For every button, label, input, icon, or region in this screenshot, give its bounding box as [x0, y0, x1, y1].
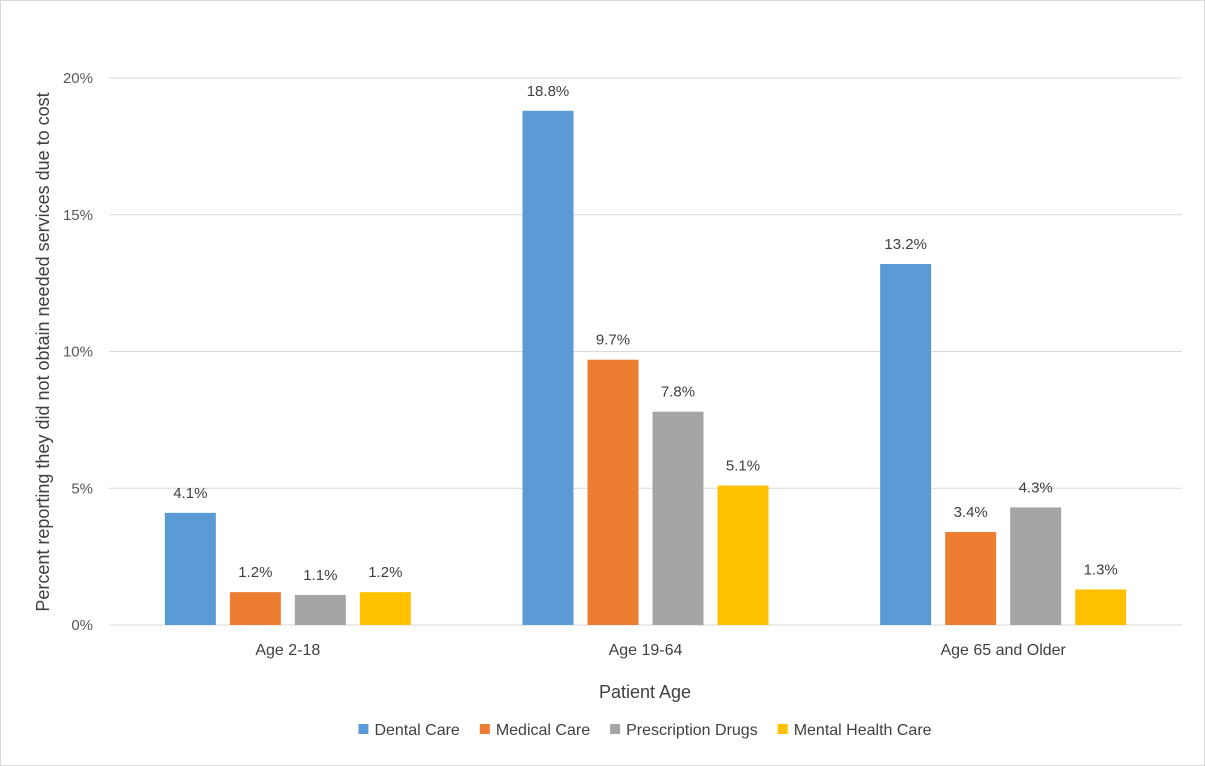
y-tick-label: 20% [63, 70, 93, 87]
bar [880, 263, 932, 625]
data-label: 4.1% [173, 485, 207, 502]
bar [229, 592, 281, 625]
legend-swatch [479, 724, 490, 734]
legend-item: Prescription Drugs [610, 722, 758, 739]
bar [717, 485, 769, 625]
legend-item: Mental Health Care [777, 722, 932, 739]
legend-swatch [610, 724, 621, 734]
data-label: 9.7% [596, 332, 630, 349]
data-label: 1.1% [303, 567, 337, 584]
bar [359, 592, 411, 625]
x-category-label: Age 19-64 [609, 642, 683, 659]
data-label: 3.4% [954, 504, 988, 521]
legend: Dental Care Medical Care Prescription Drug… [358, 722, 932, 739]
data-label: 18.8% [527, 83, 570, 100]
legend-item: Medical Care [479, 722, 590, 739]
legend-swatch [358, 724, 369, 734]
y-tick-label: 0% [71, 617, 93, 634]
bar [587, 359, 639, 625]
x-axis-categories: Age 2-18 Age 19-64 Age 65 and Older [255, 642, 1066, 659]
bar [945, 532, 997, 625]
bar [164, 512, 216, 625]
x-axis-title: Patient Age [599, 682, 691, 702]
data-label: 4.3% [1019, 479, 1053, 496]
gridlines [109, 77, 1182, 626]
bar [652, 411, 704, 625]
legend-label: Dental Care [374, 722, 459, 739]
bar [522, 110, 574, 625]
data-label: 5.1% [726, 458, 760, 475]
bar [1075, 589, 1127, 625]
data-label: 7.8% [661, 384, 695, 401]
y-tick-label: 10% [63, 344, 93, 361]
legend-label: Medical Care [496, 722, 590, 739]
y-axis-title: Percent reporting they did not obtain ne… [33, 92, 53, 611]
legend-label: Prescription Drugs [626, 722, 758, 739]
legend-item: Dental Care [358, 722, 460, 739]
data-label: 13.2% [884, 236, 927, 253]
data-labels: 4.1% 1.2% 1.1% 1.2% 18.8% 9.7% 7.8% 5.1% 13.2% 3.… [173, 83, 1118, 584]
data-label: 1.2% [238, 564, 272, 581]
y-tick-label: 5% [71, 480, 93, 497]
x-category-label: Age 65 and Older [940, 642, 1066, 659]
bars [164, 110, 1127, 625]
bar [1010, 507, 1062, 625]
data-label: 1.3% [1084, 561, 1118, 578]
x-category-label: Age 2-18 [255, 642, 320, 659]
y-tick-label: 15% [63, 207, 93, 224]
y-axis-ticks: 0% 5% 10% 15% 20% [63, 70, 93, 634]
bar [294, 594, 346, 625]
data-label: 1.2% [368, 564, 402, 581]
legend-label: Mental Health Care [794, 722, 932, 739]
legend-swatch [777, 724, 788, 734]
